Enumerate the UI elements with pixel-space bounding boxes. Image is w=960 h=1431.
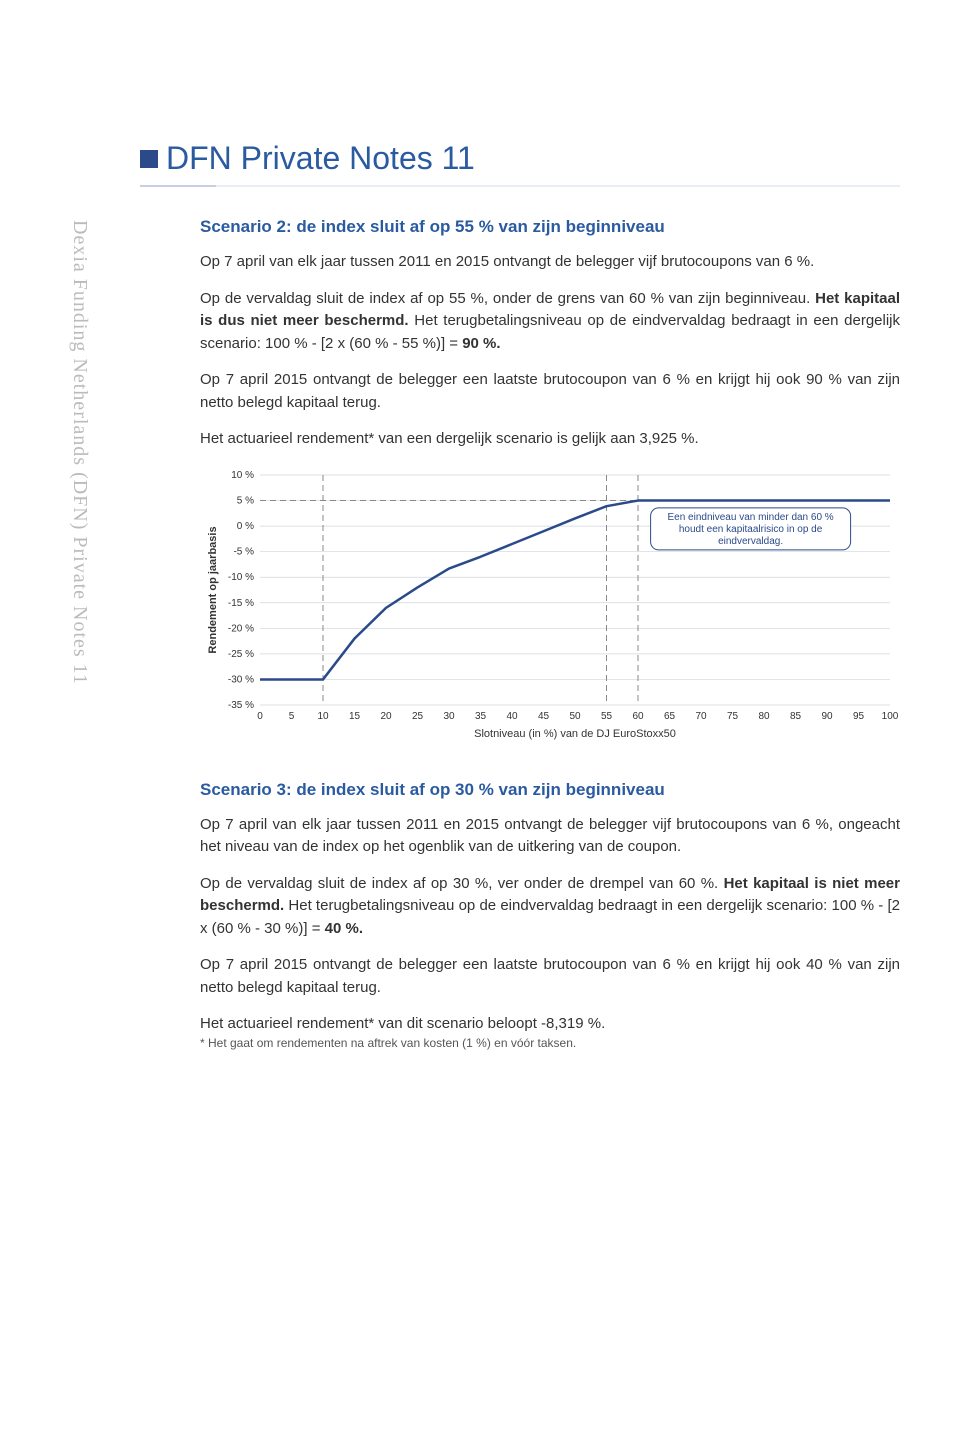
- title-underline: [140, 185, 900, 187]
- scenario2-heading: Scenario 2: de index sluit af op 55 % va…: [200, 217, 900, 237]
- scenario2-p2d: 90 %.: [462, 335, 500, 352]
- svg-text:90: 90: [821, 711, 833, 722]
- svg-text:100: 100: [882, 711, 899, 722]
- svg-text:-30 %: -30 %: [228, 674, 254, 685]
- svg-text:20: 20: [380, 711, 392, 722]
- scenario3-heading: Scenario 3: de index sluit af op 30 % va…: [200, 780, 900, 800]
- scenario3-p2a: Op de vervaldag sluit de index af op 30 …: [200, 875, 724, 892]
- scenario3-p1: Op 7 april van elk jaar tussen 2011 en 2…: [200, 814, 900, 859]
- svg-text:10: 10: [317, 711, 329, 722]
- scenario2-p2a: Op de vervaldag sluit de index af op 55 …: [200, 290, 815, 307]
- return-chart: 10 % 5 % 0 % -5 % -10 % -15 % -20 % -25 % -30 % -…: [200, 465, 900, 745]
- svg-text:10 %: 10 %: [231, 470, 254, 481]
- scenario2-p3: Op 7 april 2015 ontvangt de belegger een…: [200, 369, 900, 414]
- title-row: DFN Private Notes 11: [140, 140, 900, 177]
- svg-text:-35 %: -35 %: [228, 700, 254, 711]
- svg-text:30: 30: [443, 711, 455, 722]
- svg-text:25: 25: [412, 711, 424, 722]
- svg-text:50: 50: [569, 711, 581, 722]
- svg-text:-15 %: -15 %: [228, 597, 254, 608]
- svg-text:houdt een kapitaalrisico in op: houdt een kapitaalrisico in op de: [679, 523, 823, 534]
- title-bullet-icon: [140, 150, 158, 168]
- svg-text:40: 40: [506, 711, 518, 722]
- svg-text:5: 5: [289, 711, 295, 722]
- svg-text:Een eindniveau van minder dan: Een eindniveau van minder dan 60 %: [667, 511, 833, 522]
- scenario2-p2: Op de vervaldag sluit de index af op 55 …: [200, 288, 900, 356]
- svg-text:45: 45: [538, 711, 550, 722]
- scenario3-p2: Op de vervaldag sluit de index af op 30 …: [200, 873, 900, 941]
- svg-text:5 %: 5 %: [237, 495, 254, 506]
- svg-text:35: 35: [475, 711, 487, 722]
- svg-text:-25 %: -25 %: [228, 648, 254, 659]
- svg-text:0 %: 0 %: [237, 521, 254, 532]
- scenario3-p4: Het actuarieel rendement* van dit scenar…: [200, 1013, 900, 1036]
- svg-text:Rendement op jaarbasis: Rendement op jaarbasis: [207, 526, 219, 653]
- svg-text:0: 0: [257, 711, 263, 722]
- chart-container: 10 % 5 % 0 % -5 % -10 % -15 % -20 % -25 % -30 % -…: [200, 465, 900, 750]
- svg-text:-5 %: -5 %: [233, 546, 254, 557]
- svg-text:15: 15: [349, 711, 361, 722]
- scenario3-p2c: Het terugbetalingsniveau op de eindverva…: [200, 897, 900, 937]
- svg-text:55: 55: [601, 711, 613, 722]
- main-content: Scenario 2: de index sluit af op 55 % va…: [200, 217, 900, 1036]
- svg-text:80: 80: [758, 711, 770, 722]
- scenario2-p4: Het actuarieel rendement* van een dergel…: [200, 428, 900, 451]
- svg-text:85: 85: [790, 711, 802, 722]
- svg-text:Slotniveau (in %) van de DJ Eu: Slotniveau (in %) van de DJ EuroStoxx50: [474, 728, 676, 740]
- document-title: DFN Private Notes 11: [166, 140, 475, 177]
- scenario3-p3: Op 7 april 2015 ontvangt de belegger een…: [200, 954, 900, 999]
- svg-text:eindvervaldag.: eindvervaldag.: [718, 535, 783, 546]
- svg-text:-10 %: -10 %: [228, 572, 254, 583]
- svg-text:65: 65: [664, 711, 676, 722]
- side-label: Dexia Funding Netherlands (DFN) Private …: [68, 220, 91, 685]
- scenario3-p2d: 40 %.: [325, 920, 363, 937]
- footnote: * Het gaat om rendementen na aftrek van …: [200, 1036, 576, 1050]
- svg-text:75: 75: [727, 711, 739, 722]
- svg-text:70: 70: [695, 711, 707, 722]
- scenario2-p1: Op 7 april van elk jaar tussen 2011 en 2…: [200, 251, 900, 274]
- svg-text:95: 95: [853, 711, 865, 722]
- svg-text:-20 %: -20 %: [228, 623, 254, 634]
- svg-text:60: 60: [632, 711, 644, 722]
